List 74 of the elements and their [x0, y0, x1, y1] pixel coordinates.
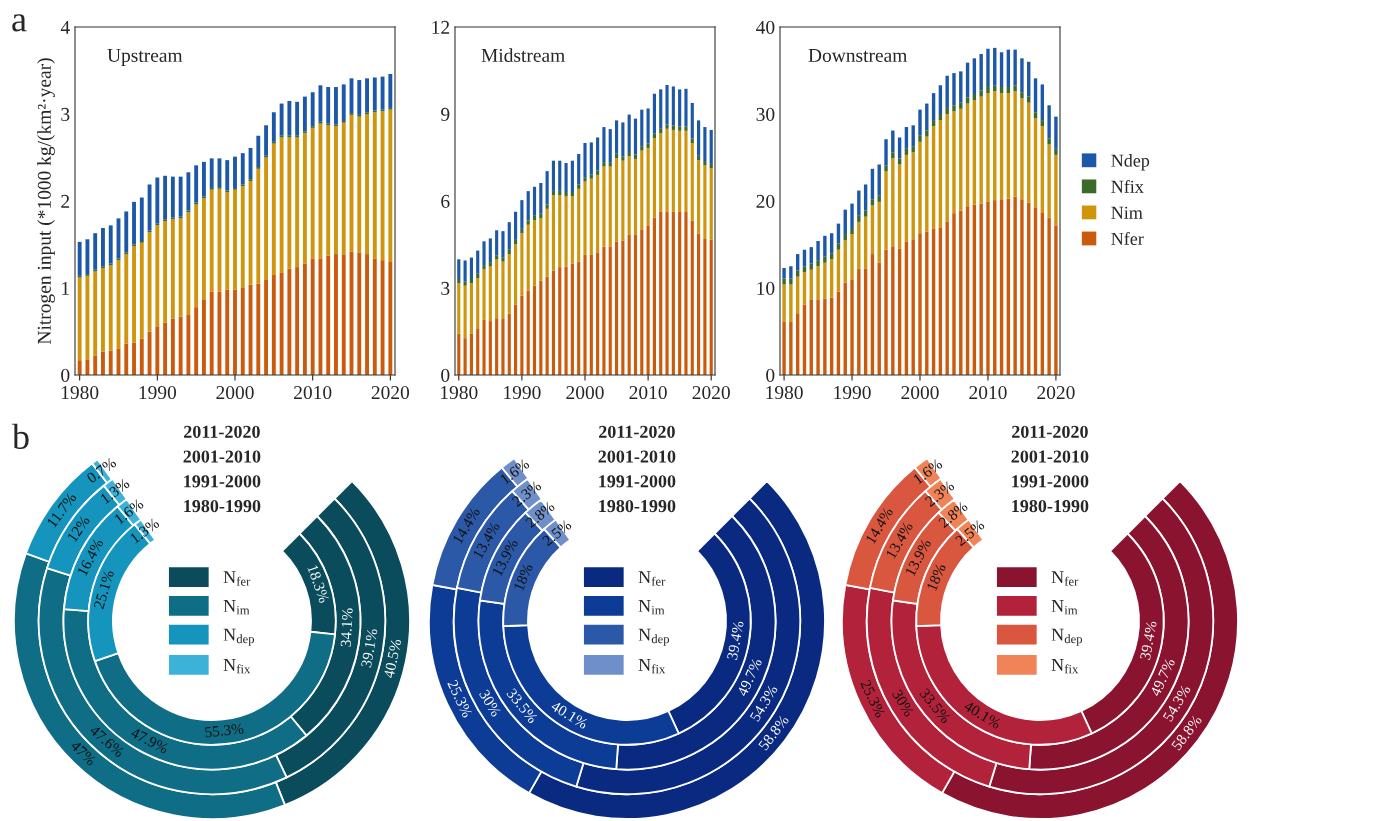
text: Upstream	[107, 49, 183, 66]
slice-label: 1980-1990	[599, 499, 676, 513]
x-tick-label: 1980	[441, 385, 478, 400]
slice-label: 2011-2020	[599, 425, 675, 438]
data-label: 25.3%	[447, 679, 473, 719]
slice-label: 2011-2020	[184, 425, 260, 438]
y-tick-label: 0	[441, 368, 450, 382]
x-tick-label: 2010	[294, 385, 332, 400]
x-tick-label: 1980	[61, 385, 99, 400]
legend-label: N$_{fer}$	[1051, 571, 1079, 586]
legend-label: Nfix	[1111, 179, 1144, 193]
text: a	[12, 14, 27, 32]
x-tick-label: 2010	[629, 385, 667, 400]
legend-label: N$_{dep}$	[223, 628, 255, 646]
data-label: 39.1%	[360, 628, 378, 668]
x-tick-label: 1990	[139, 385, 177, 400]
x-tick-label: 2000	[901, 385, 939, 400]
slice-label: 2001-2010	[1011, 450, 1089, 463]
x-tick-label: 1990	[504, 385, 541, 400]
y-tick-label: 2	[61, 194, 70, 208]
y-tick-label: 30	[756, 107, 775, 121]
legend-label: N$_{fix}$	[1051, 658, 1079, 674]
slice-label: 1991-2000	[599, 475, 676, 488]
x-tick-label: 2010	[969, 385, 1007, 400]
y-tick-label: 3	[441, 281, 450, 295]
legend-label: N$_{dep}$	[638, 628, 670, 646]
legend-label: N$_{fer}$	[223, 571, 251, 586]
data-label: 40.5%	[383, 638, 402, 679]
slice-label: 1980-1990	[1012, 499, 1089, 513]
y-tick-label: 1	[62, 281, 69, 295]
legend-label: N$_{fix}$	[223, 658, 251, 674]
slice-label: 1991-2000	[1012, 475, 1089, 488]
data-label: 39.4%	[1139, 620, 1157, 661]
data-label: 47.9%	[130, 726, 170, 755]
x-tick-label: 2020	[371, 385, 410, 400]
text: Downstream	[808, 49, 908, 62]
x-tick-label: 1980	[766, 385, 803, 400]
y-tick-label: 6	[441, 194, 450, 208]
y-tick-label: 0	[766, 368, 775, 382]
legend-label: Nfer	[1111, 232, 1144, 245]
data-label: 34.1%	[340, 608, 353, 647]
data-label: 39.4%	[726, 620, 744, 661]
slice-label: 1991-2000	[184, 475, 261, 488]
y-tick-label: 3	[61, 107, 70, 121]
legend-label: N$_{dep}$	[1051, 628, 1083, 646]
y-tick-label: 9	[441, 107, 450, 121]
legend-label: Nim	[1111, 206, 1143, 219]
slice-label: 2001-2010	[183, 450, 261, 463]
data-label: 55.3%	[204, 723, 244, 738]
legend-label: Ndep	[1111, 154, 1150, 171]
text: Midstream	[481, 48, 565, 62]
y-tick-label: 4	[60, 20, 70, 34]
x-tick-label: 1990	[834, 385, 871, 400]
x-tick-label: 2020	[692, 385, 730, 400]
y-tick-label: 20	[756, 194, 775, 208]
slice-label: 2011-2020	[1012, 425, 1088, 438]
y-axis-title: Nitrogen input (*1000 kg/(km²·year)	[37, 58, 55, 345]
data-label: 18.3%	[307, 564, 330, 604]
data-label: 25.3%	[860, 679, 886, 719]
y-tick-label: 10	[757, 281, 775, 295]
text: b	[12, 423, 29, 450]
legend-label: N$_{im}$	[223, 600, 250, 615]
x-tick-label: 2000	[566, 385, 604, 400]
x-tick-label: 2000	[216, 385, 254, 400]
legend-label: N$_{im}$	[638, 600, 665, 615]
legend-label: N$_{fer}$	[638, 571, 666, 586]
y-tick-label: 0	[61, 368, 70, 382]
legend-label: N$_{im}$	[1051, 600, 1078, 615]
x-tick-label: 2020	[1037, 385, 1075, 400]
slice-label: 1980-1990	[184, 499, 261, 513]
y-tick-label: 40	[756, 20, 775, 34]
legend-label: N$_{fix}$	[638, 658, 666, 674]
slice-label: 2001-2010	[598, 450, 676, 463]
y-tick-label: 12	[432, 20, 450, 34]
